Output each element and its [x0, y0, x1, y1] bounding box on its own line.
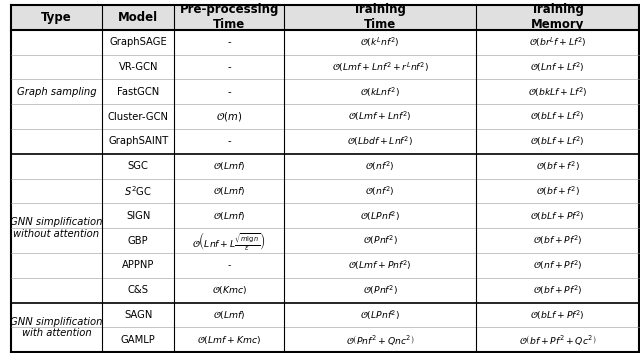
- Text: $\mathcal{O}\left(Lmf + Lnf^2\right)$: $\mathcal{O}\left(Lmf + Lnf^2\right)$: [349, 110, 412, 124]
- Text: $\mathcal{O}\left(nf + Pf^2\right)$: $\mathcal{O}\left(nf + Pf^2\right)$: [533, 259, 582, 272]
- Text: C&S: C&S: [128, 285, 148, 295]
- Text: Cluster-GCN: Cluster-GCN: [108, 112, 169, 122]
- Text: $\mathcal{O}\left(Pnf^2\right)$: $\mathcal{O}\left(Pnf^2\right)$: [363, 234, 397, 247]
- Text: $\mathcal{O}\left(bLf + Pf^2\right)$: $\mathcal{O}\left(bLf + Pf^2\right)$: [531, 209, 585, 223]
- Text: $\mathcal{O}\left(bLf + Pf^2\right)$: $\mathcal{O}\left(bLf + Pf^2\right)$: [531, 308, 585, 322]
- Text: FastGCN: FastGCN: [117, 87, 159, 97]
- Text: $\mathcal{O}(Lmf)$: $\mathcal{O}(Lmf)$: [213, 309, 246, 321]
- Bar: [11, 5, 639, 30]
- Text: SGC: SGC: [128, 161, 148, 171]
- Text: $\mathcal{O}\left(bLf + Lf^2\right)$: $\mathcal{O}\left(bLf + Lf^2\right)$: [531, 110, 585, 124]
- Text: SAGN: SAGN: [124, 310, 152, 320]
- Text: $\mathcal{O}\left(k^L nf^2\right)$: $\mathcal{O}\left(k^L nf^2\right)$: [360, 35, 400, 49]
- Text: APPNP: APPNP: [122, 261, 154, 270]
- Text: Graph sampling: Graph sampling: [17, 87, 97, 97]
- Text: Model: Model: [118, 11, 158, 24]
- Text: Type: Type: [41, 11, 72, 24]
- Text: $\mathcal{O}\left(kLnf^2\right)$: $\mathcal{O}\left(kLnf^2\right)$: [360, 85, 400, 98]
- Text: $S^2$GC: $S^2$GC: [124, 184, 152, 198]
- Text: Training
Time: Training Time: [353, 4, 407, 31]
- Text: $\mathcal{O}\left(Pnf^2 + Qnc^2\right)$: $\mathcal{O}\left(Pnf^2 + Qnc^2\right)$: [346, 333, 415, 347]
- Text: $\mathcal{O}\left(LPnf^2\right)$: $\mathcal{O}\left(LPnf^2\right)$: [360, 308, 400, 322]
- Text: $\mathcal{O}\left(bf + f^2\right)$: $\mathcal{O}\left(bf + f^2\right)$: [536, 160, 580, 173]
- Text: $\mathcal{O}(Lmf)$: $\mathcal{O}(Lmf)$: [213, 160, 246, 172]
- Text: $\mathcal{O}\left(Lmf + Pnf^2\right)$: $\mathcal{O}\left(Lmf + Pnf^2\right)$: [348, 259, 412, 272]
- Text: $\mathcal{O}\left(bf + Pf^2\right)$: $\mathcal{O}\left(bf + Pf^2\right)$: [533, 283, 582, 297]
- Text: -: -: [227, 87, 231, 97]
- Text: $\mathcal{O}\left(Lnf + Lf^2\right)$: $\mathcal{O}\left(Lnf + Lf^2\right)$: [531, 60, 585, 74]
- Text: Training
Memory: Training Memory: [531, 4, 584, 31]
- Text: $\mathcal{O}\left(bf + f^2\right)$: $\mathcal{O}\left(bf + f^2\right)$: [536, 184, 580, 198]
- Text: $\mathcal{O}\left(Lbdf + Lnf^2\right)$: $\mathcal{O}\left(Lbdf + Lnf^2\right)$: [347, 134, 413, 148]
- Text: $\mathcal{O}\left(LPnf^2\right)$: $\mathcal{O}\left(LPnf^2\right)$: [360, 209, 400, 223]
- Text: GNN simplification
without attention: GNN simplification without attention: [10, 217, 103, 239]
- Text: $\mathcal{O}(Lmf)$: $\mathcal{O}(Lmf)$: [213, 185, 246, 197]
- Text: $\mathcal{O}\left(Pnf^2\right)$: $\mathcal{O}\left(Pnf^2\right)$: [363, 283, 397, 297]
- Text: SIGN: SIGN: [126, 211, 150, 221]
- Text: $\mathcal{O}(Kmc)$: $\mathcal{O}(Kmc)$: [212, 284, 247, 296]
- Text: GAMLP: GAMLP: [121, 335, 156, 345]
- Text: GBP: GBP: [128, 236, 148, 246]
- Text: $\mathcal{O}(Lmf)$: $\mathcal{O}(Lmf)$: [213, 210, 246, 222]
- Text: $\mathcal{O}\left(bkLf + Lf^2\right)$: $\mathcal{O}\left(bkLf + Lf^2\right)$: [528, 85, 588, 98]
- Text: $\mathcal{O}\left(nf^2\right)$: $\mathcal{O}\left(nf^2\right)$: [365, 184, 395, 198]
- Text: -: -: [227, 62, 231, 72]
- Text: $\mathcal{O}\left(bf + Pf^2 + Qc^2\right)$: $\mathcal{O}\left(bf + Pf^2 + Qc^2\right…: [519, 333, 596, 347]
- Text: $\mathcal{O}\left(bLf + Lf^2\right)$: $\mathcal{O}\left(bLf + Lf^2\right)$: [531, 134, 585, 148]
- Text: -: -: [228, 261, 231, 270]
- Text: GraphSAGE: GraphSAGE: [109, 37, 167, 47]
- Text: $\mathcal{O}\left(Lnf + L\frac{\sqrt{m\lg n}}{\varepsilon}\right)$: $\mathcal{O}\left(Lnf + L\frac{\sqrt{m\l…: [193, 230, 266, 252]
- Text: $\mathcal{O}\left(nf^2\right)$: $\mathcal{O}\left(nf^2\right)$: [365, 160, 395, 173]
- Text: GNN simplification
with attention: GNN simplification with attention: [10, 317, 103, 338]
- Text: Pre-processing
Time: Pre-processing Time: [180, 4, 279, 31]
- Text: $\mathcal{O}\left(bf + Pf^2\right)$: $\mathcal{O}\left(bf + Pf^2\right)$: [533, 234, 582, 247]
- Text: $\mathcal{O}(m)$: $\mathcal{O}(m)$: [216, 110, 243, 123]
- Text: $\mathcal{O}(Lmf + Kmc)$: $\mathcal{O}(Lmf + Kmc)$: [197, 334, 261, 346]
- Text: VR-GCN: VR-GCN: [118, 62, 158, 72]
- Text: $\mathcal{O}\left(Lmf + Lnf^2 + r^Lnf^2\right)$: $\mathcal{O}\left(Lmf + Lnf^2 + r^Lnf^2\…: [332, 60, 429, 74]
- Text: $\mathcal{O}\left(br^L f + Lf^2\right)$: $\mathcal{O}\left(br^L f + Lf^2\right)$: [529, 35, 586, 49]
- Text: -: -: [227, 136, 231, 146]
- Text: -: -: [227, 37, 231, 47]
- Text: GraphSAINT: GraphSAINT: [108, 136, 168, 146]
